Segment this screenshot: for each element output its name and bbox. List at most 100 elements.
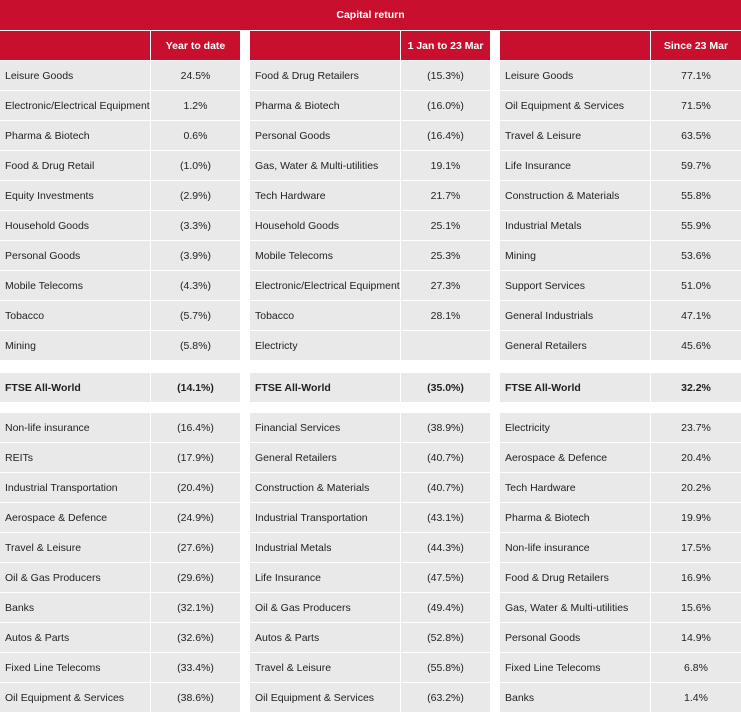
row-value: (52.8%) [401, 623, 490, 652]
row-value: 15.6% [651, 593, 741, 622]
row-value: (63.2%) [401, 683, 490, 712]
row-name: Oil Equipment & Services [500, 91, 650, 120]
row-name: Aerospace & Defence [0, 503, 150, 532]
row-name: Industrial Transportation [250, 503, 400, 532]
row-name: Mobile Telecoms [250, 241, 400, 270]
row-value: (1.0%) [151, 151, 240, 180]
row-name: Life Insurance [250, 563, 400, 592]
row-value: 45.6% [651, 331, 741, 360]
row-name: Pharma & Biotech [0, 121, 150, 150]
row-name: Non-life insurance [500, 533, 650, 562]
row-name: Construction & Materials [500, 181, 650, 210]
row-name: Household Goods [250, 211, 400, 240]
row-value: (40.7%) [401, 473, 490, 502]
row-value: (49.4%) [401, 593, 490, 622]
row-value: (16.4%) [401, 121, 490, 150]
row-name: Industrial Metals [250, 533, 400, 562]
row-name: Electronic/Electrical Equipment [0, 91, 150, 120]
row-value: (16.4%) [151, 413, 240, 442]
row-name: Travel & Leisure [0, 533, 150, 562]
row-name: Travel & Leisure [500, 121, 650, 150]
row-value: (29.6%) [151, 563, 240, 592]
column-header: Since 23 Mar [651, 31, 741, 60]
row-name: Tech Hardware [500, 473, 650, 502]
row-name: General Retailers [500, 331, 650, 360]
row-name: FTSE All-World [500, 373, 650, 402]
row-value: (38.6%) [151, 683, 240, 712]
row-value: (47.5%) [401, 563, 490, 592]
row-name: Tobacco [250, 301, 400, 330]
row-name: General Retailers [250, 443, 400, 472]
row-name: Banks [0, 593, 150, 622]
row-name: Tech Hardware [250, 181, 400, 210]
row-name: Food & Drug Retailers [500, 563, 650, 592]
row-name: Mining [0, 331, 150, 360]
row-name: Oil & Gas Producers [0, 563, 150, 592]
row-value: 28.1% [401, 301, 490, 330]
row-value: 6.8% [651, 653, 741, 682]
row-name: Pharma & Biotech [250, 91, 400, 120]
row-name: Autos & Parts [0, 623, 150, 652]
row-value: (40.7%) [401, 443, 490, 472]
row-name: Financial Services [250, 413, 400, 442]
row-value: (5.7%) [151, 301, 240, 330]
row-value: 25.1% [401, 211, 490, 240]
row-name: Personal Goods [500, 623, 650, 652]
row-value: (3.9%) [151, 241, 240, 270]
column-header: 1 Jan to 23 Mar [401, 31, 490, 60]
row-name: Aerospace & Defence [500, 443, 650, 472]
row-value: (38.9%) [401, 413, 490, 442]
row-value: 47.1% [651, 301, 741, 330]
row-value: 14.9% [651, 623, 741, 652]
row-name: Food & Drug Retail [0, 151, 150, 180]
row-value: 20.2% [651, 473, 741, 502]
row-name: General Industrials [500, 301, 650, 330]
table-title: Capital return [0, 0, 741, 30]
row-name: Electricty [250, 331, 400, 360]
row-name: Tobacco [0, 301, 150, 330]
row-value: 59.7% [651, 151, 741, 180]
row-name: Gas, Water & Multi-utilities [250, 151, 400, 180]
row-name: Pharma & Biotech [500, 503, 650, 532]
row-value: 0.6% [151, 121, 240, 150]
row-name: Leisure Goods [0, 61, 150, 90]
row-name: Autos & Parts [250, 623, 400, 652]
row-name: Electricity [500, 413, 650, 442]
row-value: 1.4% [651, 683, 741, 712]
row-name: Support Services [500, 271, 650, 300]
row-value: 24.5% [151, 61, 240, 90]
row-value: (17.9%) [151, 443, 240, 472]
row-value: 16.9% [651, 563, 741, 592]
row-name: Banks [500, 683, 650, 712]
row-name: FTSE All-World [250, 373, 400, 402]
row-value: (4.3%) [151, 271, 240, 300]
row-name: REITs [0, 443, 150, 472]
column-header: Year to date [151, 31, 240, 60]
row-value: 1.2% [151, 91, 240, 120]
row-value: (16.0%) [401, 91, 490, 120]
row-value: 77.1% [651, 61, 741, 90]
row-value: (3.3%) [151, 211, 240, 240]
row-value: 51.0% [651, 271, 741, 300]
row-name: Oil & Gas Producers [250, 593, 400, 622]
row-name: Oil Equipment & Services [250, 683, 400, 712]
row-value: (20.4%) [151, 473, 240, 502]
header-blank [500, 31, 650, 60]
row-name: Leisure Goods [500, 61, 650, 90]
row-name: Travel & Leisure [250, 653, 400, 682]
row-value: 53.6% [651, 241, 741, 270]
row-value: (55.8%) [401, 653, 490, 682]
row-value: 55.8% [651, 181, 741, 210]
row-value: (35.0%) [401, 373, 490, 402]
row-value: 71.5% [651, 91, 741, 120]
row-name: Life Insurance [500, 151, 650, 180]
row-value: 23.7% [651, 413, 741, 442]
header-blank [0, 31, 150, 60]
row-value: 32.2% [651, 373, 741, 402]
row-value: 21.7% [401, 181, 490, 210]
row-name: Equity Investments [0, 181, 150, 210]
row-name: Industrial Metals [500, 211, 650, 240]
row-name: Mobile Telecoms [0, 271, 150, 300]
row-name: Construction & Materials [250, 473, 400, 502]
